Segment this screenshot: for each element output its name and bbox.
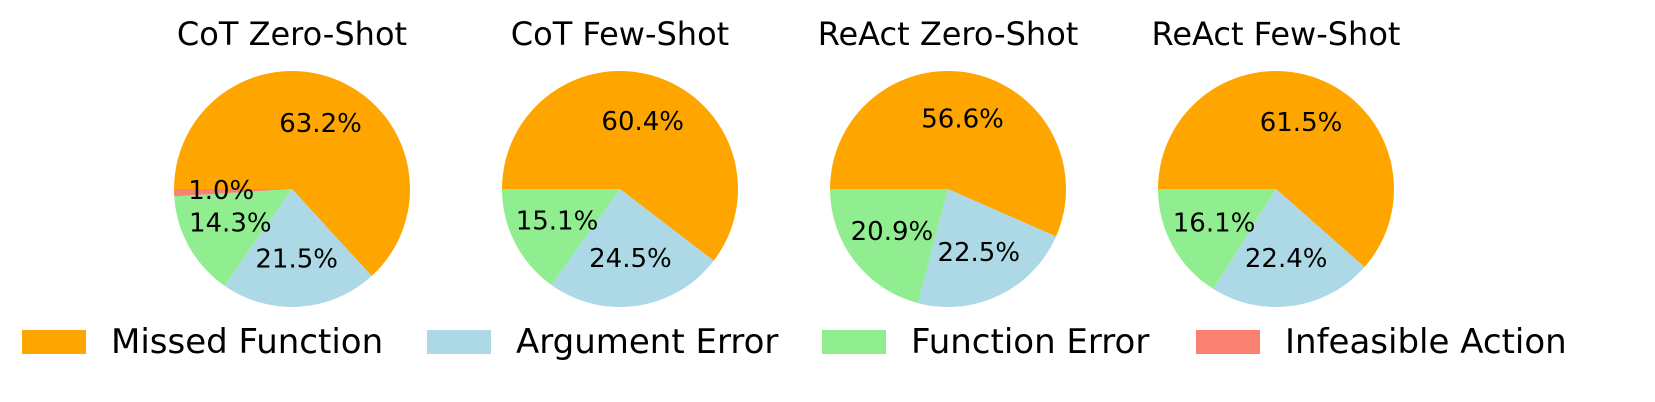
slice-label-missed-function: 61.5% [1260,108,1343,138]
slice-missed-function [830,71,1066,237]
slice-argument-error [551,189,714,308]
slice-function-error [1157,189,1276,290]
legend-swatch [427,330,491,354]
slice-function-error [830,189,948,304]
slice-label-function-error: 14.3% [189,209,272,239]
slice-argument-error [224,189,372,308]
pie-title: CoT Few-Shot [511,15,729,53]
legend-label: Function Error [911,322,1149,362]
slice-label-argument-error: 22.4% [1245,244,1328,274]
legend-label: Infeasible Action [1285,322,1567,362]
legend: Missed Function Argument Error Function Er… [22,322,1567,362]
legend-item-missed-function: Missed Function [22,322,383,362]
pie-4: ReAct Few-Shot 61.5% 22.4% 16.1% [1152,15,1401,307]
slice-label-argument-error: 24.5% [589,244,672,274]
legend-swatch [1196,330,1260,354]
slice-label-infeasible-action: 1.0% [188,176,254,206]
slice-infeasible-action [174,189,292,197]
legend-item-argument-error: Argument Error [427,322,778,362]
slice-label-function-error: 15.1% [516,206,599,236]
slice-label-missed-function: 63.2% [279,109,362,139]
slice-argument-error [917,189,1056,308]
slice-label-function-error: 20.9% [851,217,934,247]
pie-title: ReAct Few-Shot [1152,15,1401,53]
pie-title: ReAct Zero-Shot [818,15,1079,53]
legend-label: Missed Function [111,322,383,362]
slice-missed-function [1157,70,1395,268]
legend-swatch [822,330,886,354]
slice-label-missed-function: 60.4% [601,107,684,137]
slice-argument-error [1213,189,1365,307]
slice-label-function-error: 16.1% [1173,208,1256,238]
slice-function-error [502,189,620,285]
pie-3: ReAct Zero-Shot 56.6% 22.5%20.9% [818,15,1079,308]
slice-label-argument-error: 22.5% [937,238,1020,268]
pie-2: CoT Few-Shot 60.4% 24.5% 15.1% [502,15,738,308]
slice-label-argument-error: 21.5% [255,245,338,275]
slice-function-error [174,189,292,286]
slice-missed-function [174,71,410,277]
pie-title: CoT Zero-Shot [177,15,407,53]
legend-item-infeasible-action: Infeasible Action [1196,322,1567,362]
legend-label: Argument Error [516,322,778,362]
slice-label-missed-function: 56.6% [921,105,1004,135]
legend-item-function-error: Function Error [822,322,1149,362]
pie-1: CoT Zero-Shot 63.2% 21.5% 14.3%1.0% [174,15,410,308]
legend-swatch [22,330,86,354]
slice-missed-function [502,71,738,261]
